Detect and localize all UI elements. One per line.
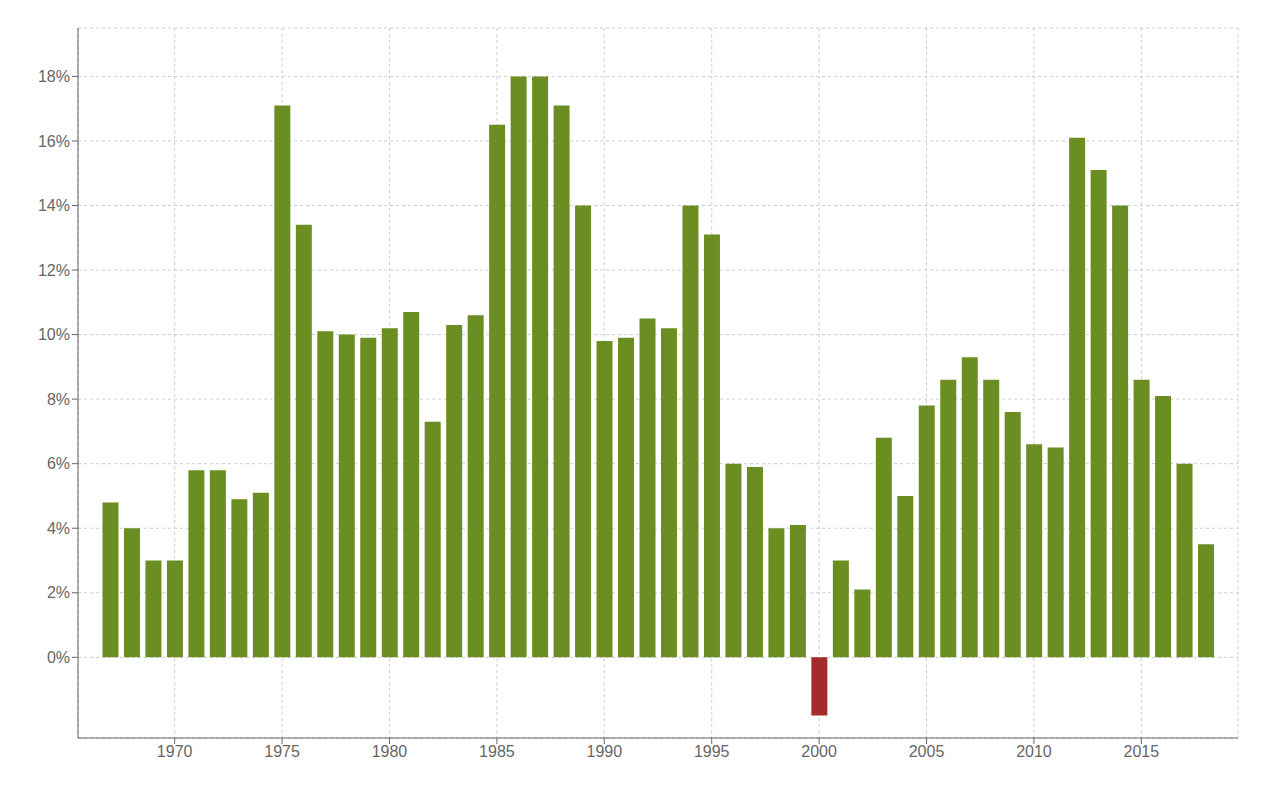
- svg-text:16%: 16%: [38, 133, 70, 150]
- svg-text:2000: 2000: [801, 743, 837, 760]
- svg-text:18%: 18%: [38, 68, 70, 85]
- svg-text:12%: 12%: [38, 262, 70, 279]
- svg-text:4%: 4%: [47, 520, 70, 537]
- svg-text:1990: 1990: [586, 743, 622, 760]
- svg-text:1980: 1980: [372, 743, 408, 760]
- svg-text:10%: 10%: [38, 326, 70, 343]
- svg-text:6%: 6%: [47, 455, 70, 472]
- svg-text:2005: 2005: [909, 743, 945, 760]
- svg-text:1985: 1985: [479, 743, 515, 760]
- svg-text:1995: 1995: [694, 743, 730, 760]
- svg-text:14%: 14%: [38, 197, 70, 214]
- svg-text:0%: 0%: [47, 649, 70, 666]
- svg-text:1970: 1970: [157, 743, 193, 760]
- svg-text:2015: 2015: [1124, 743, 1160, 760]
- svg-text:2010: 2010: [1016, 743, 1052, 760]
- svg-text:2%: 2%: [47, 584, 70, 601]
- svg-text:1975: 1975: [264, 743, 300, 760]
- svg-text:8%: 8%: [47, 391, 70, 408]
